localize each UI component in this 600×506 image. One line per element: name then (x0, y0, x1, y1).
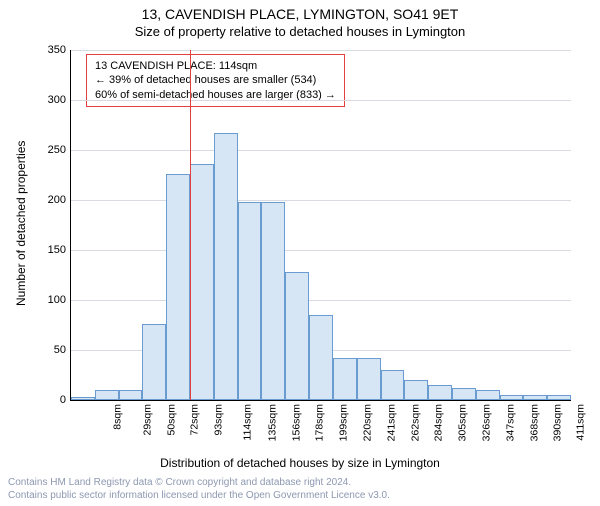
histogram-bar (404, 380, 428, 400)
y-tick-label: 200 (48, 194, 66, 206)
gridline (71, 50, 571, 51)
x-tick-label: 368sqm (528, 404, 540, 441)
x-tick-label: 114sqm (242, 404, 254, 441)
histogram-bar (214, 133, 238, 400)
x-tick-label: 220sqm (361, 404, 373, 441)
footer-line1: Contains HM Land Registry data © Crown c… (8, 477, 390, 490)
x-tick-label: 72sqm (189, 404, 201, 436)
histogram-bar (71, 397, 95, 400)
histogram-bar (333, 358, 357, 400)
histogram-bar (119, 390, 143, 400)
x-tick-label: 390sqm (552, 404, 564, 441)
histogram-bar (523, 395, 547, 400)
y-tick-label: 300 (48, 94, 66, 106)
histogram-bar (166, 174, 190, 400)
property-marker-line (190, 50, 191, 400)
x-tick-label: 284sqm (433, 404, 445, 441)
y-tick-label: 150 (48, 244, 66, 256)
histogram-bar (452, 388, 476, 400)
histogram-bar (190, 164, 214, 400)
x-tick-label: 411sqm (575, 404, 587, 441)
histogram-bar (500, 395, 524, 400)
x-tick-label: 305sqm (457, 404, 469, 441)
x-axis-label: Distribution of detached houses by size … (0, 456, 600, 470)
x-tick-label: 326sqm (480, 404, 492, 441)
histogram-plot-area (70, 50, 571, 401)
histogram-bar (381, 370, 405, 400)
y-tick-label: 350 (48, 44, 66, 56)
y-tick-label: 0 (60, 394, 66, 406)
gridline (71, 250, 571, 251)
histogram-bar (95, 390, 119, 400)
histogram-bar (309, 315, 333, 400)
histogram-bar (476, 390, 500, 400)
x-tick-label: 50sqm (165, 404, 177, 436)
x-tick-label: 135sqm (266, 404, 278, 441)
gridline (71, 200, 571, 201)
x-tick-label: 29sqm (141, 404, 153, 436)
x-tick-label: 262sqm (409, 404, 421, 441)
histogram-bar (357, 358, 381, 400)
footer-line2: Contains public sector information licen… (8, 490, 390, 503)
footer-attribution: Contains HM Land Registry data © Crown c… (8, 477, 390, 502)
gridline (71, 300, 571, 301)
x-tick-label: 8sqm (112, 404, 124, 430)
y-tick-label: 100 (48, 294, 66, 306)
histogram-bar (238, 202, 262, 400)
x-tick-label: 156sqm (290, 404, 302, 441)
histogram-bar (547, 395, 571, 400)
x-tick-label: 241sqm (385, 404, 397, 441)
y-axis-label: Number of detached properties (14, 141, 28, 306)
x-tick-label: 178sqm (314, 404, 326, 441)
y-tick-label: 250 (48, 144, 66, 156)
histogram-bar (142, 324, 166, 400)
chart-title: 13, CAVENDISH PLACE, LYMINGTON, SO41 9ET (0, 6, 600, 22)
histogram-bar (285, 272, 309, 400)
x-tick-label: 93sqm (213, 404, 225, 436)
histogram-bar (428, 385, 452, 400)
histogram-bar (261, 202, 285, 400)
y-tick-label: 50 (54, 344, 66, 356)
x-tick-label: 199sqm (338, 404, 350, 441)
x-tick-label: 347sqm (504, 404, 516, 441)
chart-subtitle: Size of property relative to detached ho… (0, 24, 600, 39)
gridline (71, 100, 571, 101)
gridline (71, 150, 571, 151)
